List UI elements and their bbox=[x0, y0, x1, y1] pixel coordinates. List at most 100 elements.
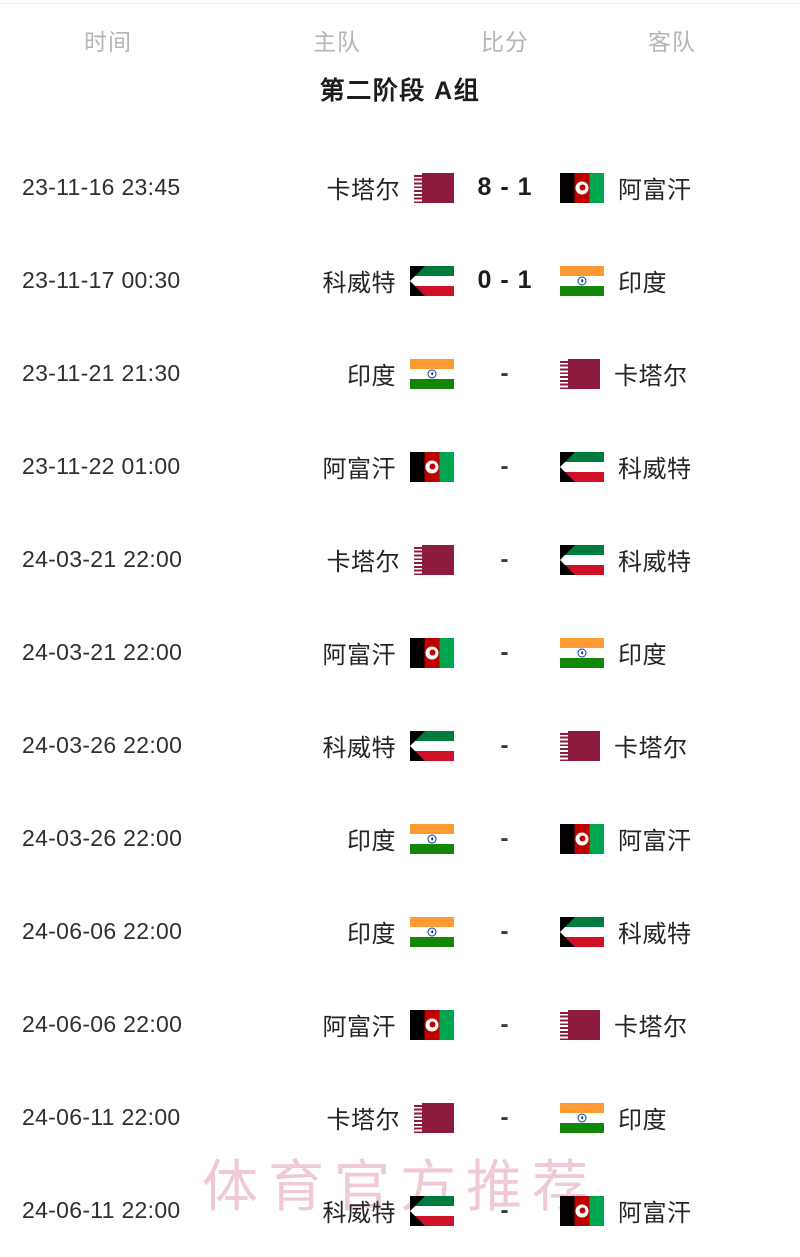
home-team-name: 印度 bbox=[347, 363, 396, 390]
india-chakra bbox=[577, 276, 587, 285]
home-team[interactable]: 印度 bbox=[258, 327, 454, 420]
flag-kuwait-icon bbox=[560, 544, 604, 575]
match-score: - bbox=[500, 545, 510, 573]
away-team-name: 卡塔尔 bbox=[614, 735, 688, 762]
table-row[interactable]: 24-03-21 22:00 卡塔尔 - 科威特 bbox=[0, 513, 800, 606]
flag-india-icon bbox=[410, 358, 454, 389]
home-team-name: 阿富汗 bbox=[322, 456, 396, 483]
kuwait-hoist bbox=[560, 544, 575, 575]
away-team[interactable]: 科威特 bbox=[560, 513, 780, 606]
home-team[interactable]: 卡塔尔 bbox=[258, 1071, 454, 1164]
table-row[interactable]: 24-06-06 22:00 阿富汗 - 卡塔尔 bbox=[0, 978, 800, 1071]
away-team[interactable]: 印度 bbox=[560, 606, 780, 699]
match-score: - bbox=[500, 1010, 510, 1038]
match-time: 23-11-21 21:30 bbox=[22, 360, 181, 386]
column-header-away: 客队 bbox=[648, 29, 696, 55]
away-team-name: 阿富汗 bbox=[618, 1200, 692, 1227]
kuwait-hoist bbox=[410, 265, 425, 296]
flag-india-icon bbox=[560, 265, 604, 296]
away-team[interactable]: 科威特 bbox=[560, 885, 780, 978]
home-team[interactable]: 科威特 bbox=[258, 699, 454, 792]
top-divider bbox=[0, 3, 800, 4]
afghanistan-emblem bbox=[425, 1018, 439, 1031]
table-row[interactable]: 24-06-06 22:00 印度 - 科威特 bbox=[0, 885, 800, 978]
away-team-name: 卡塔尔 bbox=[614, 363, 688, 390]
away-team-name: 科威特 bbox=[618, 456, 692, 483]
afghanistan-emblem bbox=[575, 181, 589, 194]
afghanistan-emblem bbox=[425, 460, 439, 473]
column-header-time: 时间 bbox=[84, 29, 132, 55]
home-team[interactable]: 卡塔尔 bbox=[258, 141, 454, 234]
match-score: - bbox=[500, 824, 510, 852]
table-row[interactable]: 24-06-11 22:00 科威特 - 阿富汗 bbox=[0, 1164, 800, 1257]
match-time: 24-06-11 22:00 bbox=[22, 1197, 181, 1223]
away-team[interactable]: 卡塔尔 bbox=[560, 699, 780, 792]
away-team[interactable]: 卡塔尔 bbox=[560, 327, 780, 420]
home-team[interactable]: 阿富汗 bbox=[258, 420, 454, 513]
away-team-name: 卡塔尔 bbox=[614, 1014, 688, 1041]
home-team[interactable]: 科威特 bbox=[258, 234, 454, 327]
away-team[interactable]: 卡塔尔 bbox=[560, 978, 780, 1071]
flag-qatar-icon bbox=[414, 544, 454, 575]
home-team-name: 印度 bbox=[347, 921, 396, 948]
table-row[interactable]: 23-11-22 01:00 阿富汗 - 科威特 bbox=[0, 420, 800, 513]
home-team-name: 印度 bbox=[347, 828, 396, 855]
home-team-name: 科威特 bbox=[322, 735, 396, 762]
table-row[interactable]: 23-11-21 21:30 印度 - 卡塔尔 bbox=[0, 327, 800, 420]
match-time: 24-06-06 22:00 bbox=[22, 918, 183, 944]
match-time: 23-11-17 00:30 bbox=[22, 267, 181, 293]
india-chakra bbox=[427, 369, 437, 378]
away-team[interactable]: 印度 bbox=[560, 1071, 780, 1164]
flag-india-icon bbox=[560, 1102, 604, 1133]
column-header-score: 比分 bbox=[481, 29, 529, 55]
home-team-name: 阿富汗 bbox=[322, 1014, 396, 1041]
flag-india-icon bbox=[410, 916, 454, 947]
match-score: - bbox=[500, 1103, 510, 1131]
match-score: 0 - 1 bbox=[477, 266, 533, 294]
home-team-name: 卡塔尔 bbox=[326, 1107, 400, 1134]
away-team[interactable]: 阿富汗 bbox=[560, 1164, 780, 1257]
table-row[interactable]: 24-03-26 22:00 科威特 - 卡塔尔 bbox=[0, 699, 800, 792]
qatar-serration bbox=[414, 1102, 422, 1133]
kuwait-hoist bbox=[560, 916, 575, 947]
home-team[interactable]: 印度 bbox=[258, 792, 454, 885]
home-team[interactable]: 印度 bbox=[258, 885, 454, 978]
kuwait-hoist bbox=[410, 1195, 425, 1226]
away-team[interactable]: 阿富汗 bbox=[560, 792, 780, 885]
match-time: 24-03-26 22:00 bbox=[22, 732, 183, 758]
qatar-serration bbox=[560, 730, 568, 761]
table-row[interactable]: 24-03-26 22:00 印度 - 阿富汗 bbox=[0, 792, 800, 885]
away-team[interactable]: 印度 bbox=[560, 234, 780, 327]
home-team[interactable]: 阿富汗 bbox=[258, 978, 454, 1071]
away-team-name: 阿富汗 bbox=[618, 828, 692, 855]
match-score: - bbox=[500, 638, 510, 666]
flag-kuwait-icon bbox=[560, 451, 604, 482]
column-header-row: 时间 主队 比分 客队 bbox=[0, 20, 800, 64]
away-team[interactable]: 阿富汗 bbox=[560, 141, 780, 234]
table-row[interactable]: 23-11-17 00:30 科威特 0 - 1 印度 bbox=[0, 234, 800, 327]
afghanistan-emblem bbox=[575, 1204, 589, 1217]
flag-afghanistan-icon bbox=[410, 451, 454, 482]
away-team-name: 印度 bbox=[618, 270, 667, 297]
india-chakra bbox=[427, 834, 437, 843]
table-row[interactable]: 24-03-21 22:00 阿富汗 - 印度 bbox=[0, 606, 800, 699]
away-team-name: 科威特 bbox=[618, 921, 692, 948]
away-team[interactable]: 科威特 bbox=[560, 420, 780, 513]
match-score: - bbox=[500, 1196, 510, 1224]
away-team-name: 科威特 bbox=[618, 549, 692, 576]
section-title: 第二阶段 A组 bbox=[319, 77, 481, 105]
home-team-name: 阿富汗 bbox=[322, 642, 396, 669]
flag-qatar-icon bbox=[560, 1009, 600, 1040]
table-row[interactable]: 24-06-11 22:00 卡塔尔 - 印度 bbox=[0, 1071, 800, 1164]
table-row[interactable]: 23-11-16 23:45 卡塔尔 8 - 1 阿富汗 bbox=[0, 141, 800, 234]
afghanistan-emblem bbox=[575, 832, 589, 845]
match-score: - bbox=[500, 359, 510, 387]
home-team[interactable]: 卡塔尔 bbox=[258, 513, 454, 606]
flag-qatar-icon bbox=[560, 730, 600, 761]
home-team[interactable]: 阿富汗 bbox=[258, 606, 454, 699]
qatar-serration bbox=[414, 172, 422, 203]
match-time: 24-06-11 22:00 bbox=[22, 1104, 181, 1130]
match-time: 23-11-22 01:00 bbox=[22, 453, 181, 479]
home-team[interactable]: 科威特 bbox=[258, 1164, 454, 1257]
